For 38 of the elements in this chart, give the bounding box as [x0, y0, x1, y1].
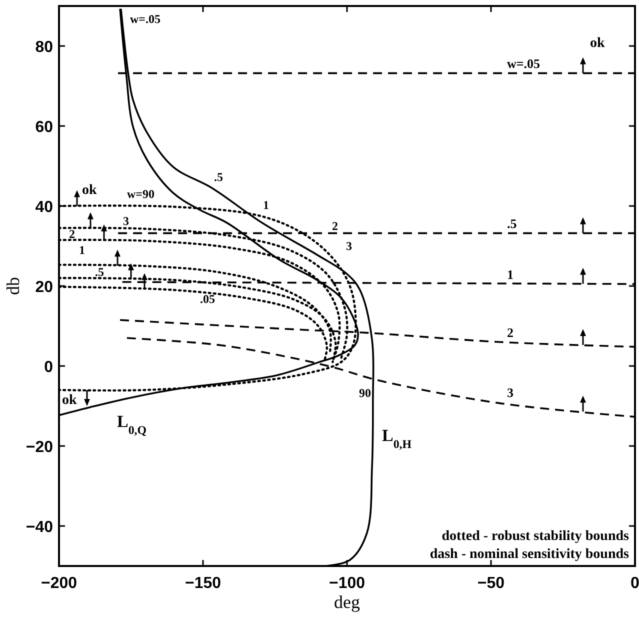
x-tick-label: −150 — [184, 575, 222, 592]
annotation: 2 — [507, 325, 514, 340]
annotation: 2 — [332, 219, 338, 233]
annotation: 3 — [123, 214, 129, 228]
y-tick-label: −40 — [26, 519, 54, 536]
annotation: ok — [82, 183, 97, 198]
annotation: ok — [62, 393, 77, 408]
annotation: 90 — [359, 386, 371, 400]
x-tick-label: −100 — [328, 575, 366, 592]
y-axis-title: db — [3, 277, 23, 295]
annotation: L$_{0,Q}$ — [117, 412, 147, 437]
annotation: 3 — [507, 385, 514, 400]
y-tick-label: 20 — [35, 279, 54, 296]
annotation: 2 — [69, 227, 75, 241]
annotation: w=90 — [127, 187, 155, 201]
annotation: 1 — [79, 243, 85, 257]
x-axis-title: deg — [334, 592, 360, 612]
y-tick-label: 0 — [44, 359, 54, 376]
y-tick-label: 60 — [35, 119, 54, 136]
annotation: ok — [590, 36, 605, 51]
y-tick-label: 80 — [35, 39, 54, 56]
annotation: w=.05 — [507, 56, 541, 71]
y-tick-label: 40 — [35, 199, 54, 216]
annotation: L$_{0,H}$ — [382, 426, 412, 451]
annotation: w=.05 — [130, 12, 161, 26]
x-tick-label: 0 — [630, 575, 639, 592]
x-tick-label: −200 — [40, 575, 78, 592]
annotation: 1 — [263, 198, 269, 212]
annotation: dotted - robust stability bounds — [442, 529, 630, 544]
annotation: .5 — [507, 216, 518, 231]
annotation: .5 — [214, 170, 223, 184]
annotation: 1 — [507, 267, 514, 282]
y-tick-label: −20 — [26, 439, 54, 456]
annotation: .5 — [95, 265, 104, 279]
annotation: 3 — [346, 239, 352, 253]
annotation: .05 — [200, 292, 215, 306]
x-tick-label: −50 — [477, 575, 505, 592]
annotation: dash - nominal sensitivity bounds — [430, 547, 630, 562]
